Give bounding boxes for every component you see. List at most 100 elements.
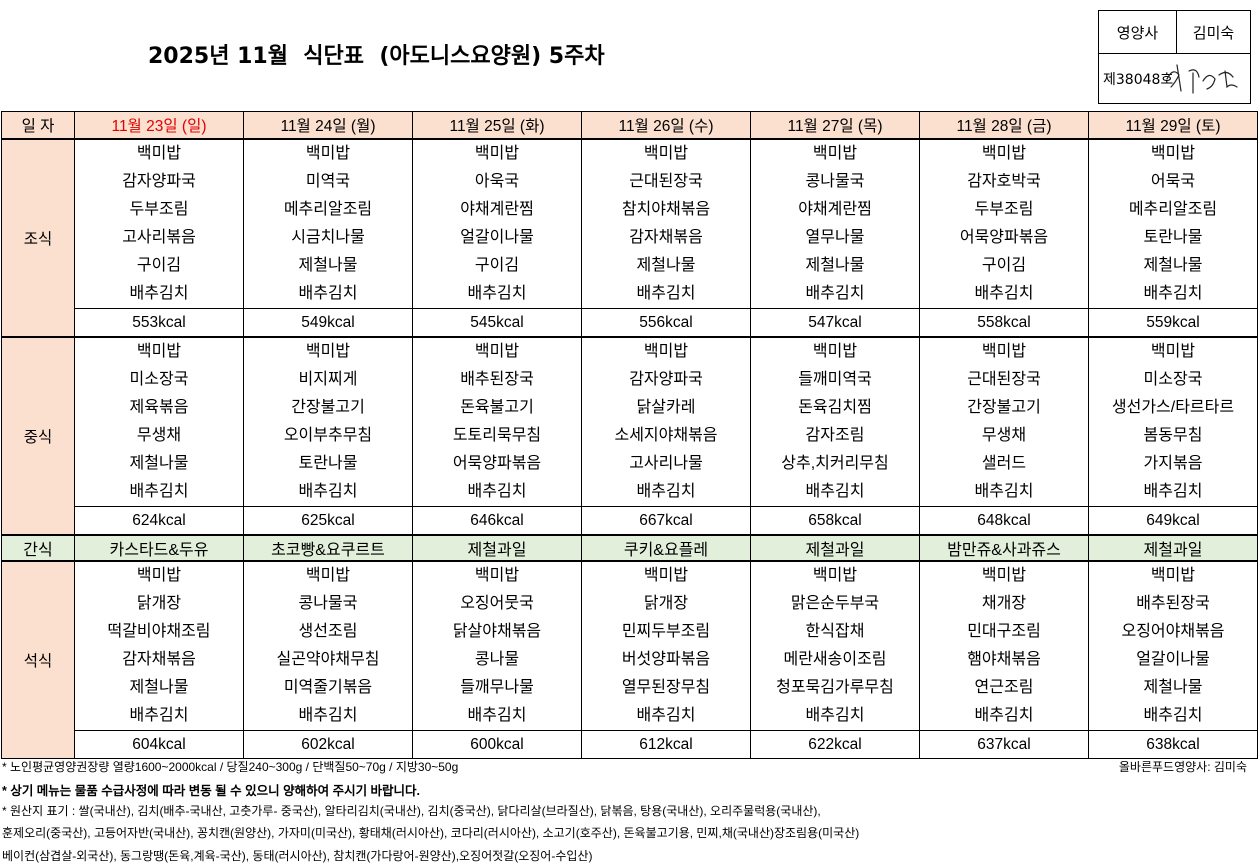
menu-item: 미역줄기볶음 xyxy=(283,679,373,696)
menu-item: 구이김 xyxy=(136,257,182,274)
lunch-menu-cell: 백미밥 미소장국 제육볶음 무생채 제철나물 배추김치 xyxy=(74,336,244,507)
menu-item: 배추김치 xyxy=(636,483,696,500)
menu-item: 참치야채볶음 xyxy=(621,201,711,218)
menu-item: 샐러드 xyxy=(981,455,1027,472)
dinner-menu-cell: 백미밥 배추된장국 오징어야채볶음 얼갈이나물 제철나물 배추김치 xyxy=(1088,560,1258,731)
nutrition-guideline-note: * 노인평균영양권장량 열량1600~2000kcal / 당질240~300g… xyxy=(2,760,459,774)
dietitian-credit: 올바른푸드영양사: 김미숙 xyxy=(1118,760,1247,774)
menu-item: 오징어야채볶음 xyxy=(1121,623,1225,640)
menu-item: 어묵양파볶음 xyxy=(452,455,542,472)
dinner-kcal-row: 604kcal 602kcal 600kcal 612kcal 622kcal 637kc… xyxy=(2,730,1258,759)
lunch-kcal-cell: 625kcal xyxy=(243,506,413,536)
handwritten-signature xyxy=(1166,64,1238,94)
menu-item: 실곤약야채무침 xyxy=(276,651,380,668)
menu-item: 미역국 xyxy=(305,173,351,190)
lunch-menu-cell: 백미밥 들깨미역국 돈육김치찜 감자조림 상추,치커리무침 배추김치 xyxy=(750,336,920,507)
menu-item: 맑은순두부국 xyxy=(790,595,880,612)
breakfast-menu-cell: 백미밥 어묵국 메추리알조림 토란나물 제철나물 배추김치 xyxy=(1088,138,1258,309)
day-header: 11월 24일 (월) xyxy=(243,111,413,140)
day-header: 11월 23일 (일) xyxy=(74,111,244,140)
menu-item: 백미밥 xyxy=(474,567,520,584)
menu-item: 배추김치 xyxy=(1143,707,1203,724)
menu-item: 고사리볶음 xyxy=(122,229,196,246)
dinner-menu-cell: 백미밥 콩나물국 생선조림 실곤약야채무침 미역줄기볶음 배추김치 xyxy=(243,560,413,731)
menu-item: 감자호박국 xyxy=(967,173,1041,190)
menu-item: 근대된장국 xyxy=(629,173,703,190)
menu-item: 백미밥 xyxy=(474,343,520,360)
menu-item: 제철나물 xyxy=(805,257,865,274)
menu-item: 오이부추무침 xyxy=(283,427,373,444)
menu-item: 배추김치 xyxy=(636,707,696,724)
menu-item: 메추리알조림 xyxy=(283,201,373,218)
menu-item: 들깨무나물 xyxy=(460,679,534,696)
menu-item: 제철나물 xyxy=(298,257,358,274)
menu-item: 메추리알조림 xyxy=(1128,201,1218,218)
menu-item: 배추김치 xyxy=(805,483,865,500)
menu-change-notice: * 상기 메뉴는 물품 수급사정에 따라 변동 될 수 있으니 양해하여 주시기… xyxy=(2,784,421,798)
menu-item: 배추김치 xyxy=(636,285,696,302)
menu-item: 배추김치 xyxy=(805,285,865,302)
menu-item: 배추된장국 xyxy=(460,371,534,388)
menu-item: 버섯양파볶음 xyxy=(621,651,711,668)
menu-item: 메란새송이조림 xyxy=(783,651,887,668)
menu-item: 상추,치커리무침 xyxy=(781,455,889,472)
lunch-menu-cell: 백미밥 비지찌게 간장불고기 오이부추무침 토란나물 배추김치 xyxy=(243,336,413,507)
snack-cell: 카스타드&두유 xyxy=(74,534,244,562)
breakfast-kcal-cell: 556kcal xyxy=(581,308,751,338)
menu-item: 배추김치 xyxy=(805,707,865,724)
menu-item: 봄동무침 xyxy=(1143,427,1203,444)
approval-role: 영양사 xyxy=(1099,11,1177,53)
menu-item: 백미밥 xyxy=(136,567,182,584)
menu-item: 백미밥 xyxy=(305,567,351,584)
menu-item: 야채계란찜 xyxy=(798,201,872,218)
breakfast-menu-cell: 백미밥 근대된장국 참치야채볶음 감자채볶음 제철나물 배추김치 xyxy=(581,138,751,309)
menu-item: 생선조림 xyxy=(298,623,358,640)
menu-item: 닭개장 xyxy=(643,595,689,612)
menu-item: 백미밥 xyxy=(643,567,689,584)
approval-box: 영양사 김미숙 제38048호 xyxy=(1098,10,1251,104)
menu-item: 백미밥 xyxy=(981,567,1027,584)
lunch-items-row: 중식 백미밥 미소장국 제육볶음 무생채 제철나물 배추김치 백미밥 비지찌게 간장불고기 오이부추… xyxy=(1,336,1258,536)
dinner-items-row: 석식 백미밥 닭개장 떡갈비야채조림 감자채볶음 제철나물 배추김치 백미밥 콩나물국 생선조림 실… xyxy=(1,560,1258,759)
menu-item: 가지볶음 xyxy=(1143,455,1203,472)
menu-item: 간장불고기 xyxy=(291,399,365,416)
lunch-kcal-row: 624kcal 625kcal 646kcal 667kcal 658kcal 648kc… xyxy=(2,506,1258,536)
menu-item: 구이김 xyxy=(981,257,1027,274)
menu-item: 백미밥 xyxy=(812,567,858,584)
menu-item: 어묵양파볶음 xyxy=(959,229,1049,246)
snack-cell: 제철과일 xyxy=(750,534,920,562)
menu-item: 시금치나물 xyxy=(291,229,365,246)
breakfast-menu-cell: 백미밥 아욱국 야채계란찜 얼갈이나물 구이김 배추김치 xyxy=(412,138,582,309)
menu-item: 백미밥 xyxy=(981,343,1027,360)
dinner-menu-cell: 백미밥 닭개장 민찌두부조림 버섯양파볶음 열무된장무침 배추김치 xyxy=(581,560,751,731)
menu-item: 아욱국 xyxy=(474,173,520,190)
menu-item: 생선가스/타르타르 xyxy=(1111,399,1235,416)
origin-note-line-1: * 원산지 표기 : 쌀(국내산), 김치(배추-국내산, 고춧가루- 중국산)… xyxy=(2,804,821,818)
menu-item: 떡갈비야채조림 xyxy=(107,623,211,640)
breakfast-kcal-cell: 549kcal xyxy=(243,308,413,338)
menu-item: 제육볶음 xyxy=(129,399,189,416)
menu-item: 한식잡채 xyxy=(805,623,865,640)
approval-name: 김미숙 xyxy=(1192,23,1235,42)
menu-item: 근대된장국 xyxy=(967,371,1041,388)
menu-item: 제철나물 xyxy=(129,679,189,696)
lunch-kcal-cell: 667kcal xyxy=(581,506,751,536)
menu-item: 미소장국 xyxy=(129,371,189,388)
snack-cell: 제철과일 xyxy=(1088,534,1258,562)
breakfast-menu-cell: 백미밥 감자양파국 두부조림 고사리볶음 구이김 배추김치 xyxy=(74,138,244,309)
menu-item: 콩나물국 xyxy=(805,173,865,190)
menu-item: 배추김치 xyxy=(1143,285,1203,302)
menu-item: 배추김치 xyxy=(467,285,527,302)
snack-cell: 제철과일 xyxy=(412,534,582,562)
menu-item: 배추김치 xyxy=(974,707,1034,724)
menu-item: 백미밥 xyxy=(136,343,182,360)
menu-item: 두부조림 xyxy=(974,201,1034,218)
menu-item: 무생채 xyxy=(136,427,182,444)
menu-item: 청포묵김가루무침 xyxy=(776,679,894,696)
menu-item: 백미밥 xyxy=(1150,145,1196,162)
lunch-kcal-cell: 646kcal xyxy=(412,506,582,536)
menu-item: 배추김치 xyxy=(298,285,358,302)
dinner-kcal-cell: 638kcal xyxy=(1088,730,1258,759)
lunch-kcal-cell: 658kcal xyxy=(750,506,920,536)
menu-item: 배추김치 xyxy=(1143,483,1203,500)
